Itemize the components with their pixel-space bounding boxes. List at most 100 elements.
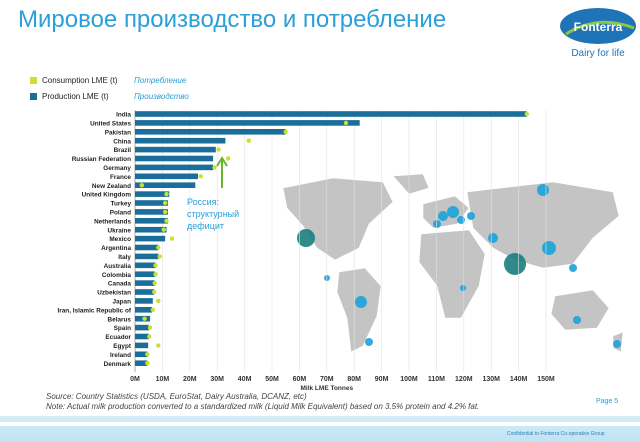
- production-bar: [135, 129, 286, 135]
- consumption-marker: [145, 361, 150, 366]
- production-bar: [135, 289, 155, 295]
- production-bar: [135, 351, 148, 358]
- map-bubble-china: [542, 241, 556, 255]
- category-label: Uzbekistan: [97, 290, 131, 297]
- production-bars: [135, 111, 527, 366]
- map-bubble: [365, 338, 373, 346]
- consumption-marker: [161, 227, 166, 232]
- africa-shape: [418, 229, 486, 319]
- annotation-line-3: дефицит: [187, 221, 224, 231]
- x-tick-label: 10M: [156, 376, 170, 383]
- australia-shape: [550, 289, 610, 331]
- legend-item-production: Production LME (t) Производство: [30, 88, 189, 104]
- world-map: [282, 173, 624, 353]
- consumption-marker: [246, 138, 251, 143]
- consumption-marker: [225, 156, 231, 161]
- consumption-marker: [150, 307, 156, 312]
- x-tick-label: 70M: [320, 376, 334, 383]
- consumption-marker: [147, 325, 153, 330]
- consumption-marker: [156, 298, 161, 304]
- production-bar: [135, 244, 159, 251]
- consumption-marker: [139, 183, 145, 188]
- category-label: Ecuador: [105, 334, 131, 341]
- production-bar: [135, 280, 155, 286]
- x-tick-label: 90M: [375, 376, 389, 383]
- footer-stripe: [0, 422, 640, 426]
- x-tick-label: 50M: [265, 376, 279, 383]
- legend-production-ru: Производство: [134, 91, 189, 101]
- page-number: Page 5: [596, 398, 619, 405]
- world-map-panel: [273, 168, 633, 368]
- production-bar: [135, 218, 168, 224]
- production-bar: [135, 173, 199, 180]
- map-bubble: [447, 206, 459, 218]
- category-label: New Zealand: [92, 183, 131, 190]
- consumption-marker: [212, 165, 217, 170]
- category-label: Russian Federation: [72, 156, 131, 163]
- production-bar: [135, 253, 159, 260]
- category-label: China: [113, 138, 131, 145]
- footer-band: [0, 416, 640, 442]
- production-bar: [135, 191, 170, 197]
- map-bubble: [438, 211, 448, 221]
- consumption-marker: [156, 245, 161, 250]
- map-bubble-india: [504, 253, 526, 275]
- category-label: Netherlands: [94, 218, 131, 225]
- legend-consumption-ru: Потребление: [134, 75, 187, 85]
- annotation-arrowhead-icon: [216, 156, 228, 167]
- south-america-shape: [336, 267, 382, 353]
- production-bar: [135, 271, 155, 277]
- x-tick-label: 20M: [183, 376, 197, 383]
- x-tick-label: 80M: [347, 376, 361, 383]
- consumption-marker: [216, 147, 221, 152]
- production-bar: [135, 137, 226, 144]
- map-bubble: [433, 220, 441, 228]
- map-bubble: [467, 212, 475, 220]
- consumption-marker: [343, 120, 349, 126]
- consumption-marker: [157, 254, 162, 259]
- note-text: Note: Actual milk production converted t…: [46, 402, 480, 411]
- x-tick-label: 120M: [455, 376, 473, 383]
- category-label: India: [116, 112, 131, 119]
- x-tick-label: 130M: [482, 376, 500, 383]
- legend-production-label: Production LME (t): [42, 91, 109, 101]
- production-bar: [135, 298, 153, 304]
- x-tick-label: 30M: [210, 376, 224, 383]
- map-bubble: [488, 233, 498, 243]
- north-america-shape: [282, 177, 394, 261]
- production-bar: [135, 342, 149, 349]
- x-tick-label: 110M: [428, 376, 445, 383]
- production-bar: [135, 200, 168, 206]
- logo-swoosh-icon: [565, 20, 635, 36]
- category-label: Iran, Islamic Republic of: [57, 307, 131, 314]
- x-tick-label: 100M: [400, 376, 418, 383]
- map-bubbles: [297, 184, 621, 348]
- production-bar: [135, 155, 214, 162]
- category-label: Colombia: [102, 272, 132, 279]
- category-label: Canada: [108, 281, 132, 288]
- annotation-line-1: Россия:: [187, 197, 219, 207]
- x-tick-label: 0M: [130, 376, 140, 383]
- source-text: Source: Country Statistics (USDA, EuroSt…: [46, 392, 307, 401]
- category-label: Mexico: [109, 236, 131, 243]
- map-bubble: [569, 264, 577, 272]
- production-bar: [135, 146, 216, 153]
- consumption-marker: [153, 272, 158, 277]
- annotation-line-2: структурный: [187, 209, 239, 219]
- legend-item-consumption: Consumption LME (t) Потребление: [30, 72, 189, 88]
- production-bar: [135, 182, 196, 188]
- category-label: Italy: [118, 254, 131, 261]
- production-bar: [135, 360, 148, 366]
- russia-annotation: Россия: структурный дефицит: [187, 156, 239, 231]
- x-tick-label: 40M: [238, 376, 252, 383]
- consumption-marker: [162, 200, 168, 206]
- map-bubble: [460, 285, 466, 291]
- consumption-marker: [164, 218, 169, 223]
- consumption-marker: [162, 209, 168, 215]
- category-label: Germany: [103, 165, 131, 172]
- consumption-marker: [169, 236, 175, 241]
- map-bubble: [613, 340, 621, 348]
- consumption-marker: [142, 316, 147, 321]
- category-label: Belarus: [108, 316, 132, 323]
